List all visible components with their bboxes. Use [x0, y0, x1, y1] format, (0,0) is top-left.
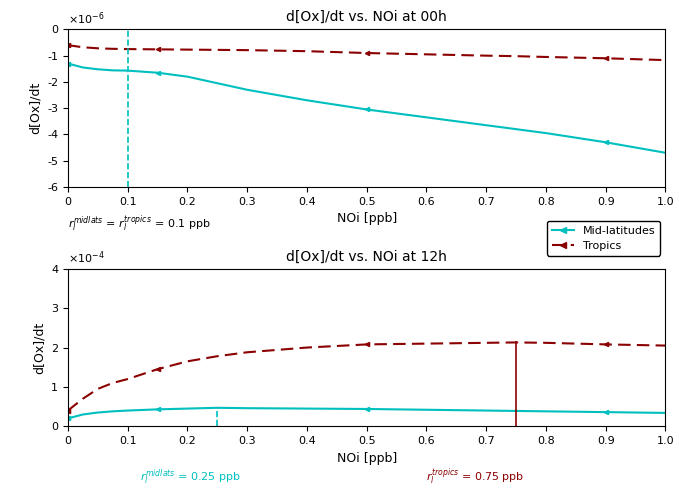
Y-axis label: d[Ox]/dt: d[Ox]/dt	[29, 82, 41, 134]
X-axis label: NOi [ppb]: NOi [ppb]	[337, 212, 397, 225]
Text: $r_l^{midlats}$ = $r_l^{tropics}$ = 0.1 ppb: $r_l^{midlats}$ = $r_l^{tropics}$ = 0.1 …	[68, 214, 210, 234]
Text: $\times 10^{-4}$: $\times 10^{-4}$	[68, 249, 105, 266]
Y-axis label: d[Ox]/dt: d[Ox]/dt	[33, 321, 45, 374]
Title: d[Ox]/dt vs. NOi at 00h: d[Ox]/dt vs. NOi at 00h	[287, 10, 447, 24]
Text: $r_l^{midlats}$ = 0.25 ppb: $r_l^{midlats}$ = 0.25 ppb	[140, 467, 240, 487]
Text: $r_l^{tropics}$ = 0.75 ppb: $r_l^{tropics}$ = 0.75 ppb	[426, 466, 524, 487]
Legend: Mid-latitudes, Tropics: Mid-latitudes, Tropics	[547, 221, 660, 256]
Text: $\times 10^{-6}$: $\times 10^{-6}$	[68, 10, 105, 26]
Title: d[Ox]/dt vs. NOi at 12h: d[Ox]/dt vs. NOi at 12h	[287, 249, 447, 264]
X-axis label: NOi [ppb]: NOi [ppb]	[337, 452, 397, 465]
